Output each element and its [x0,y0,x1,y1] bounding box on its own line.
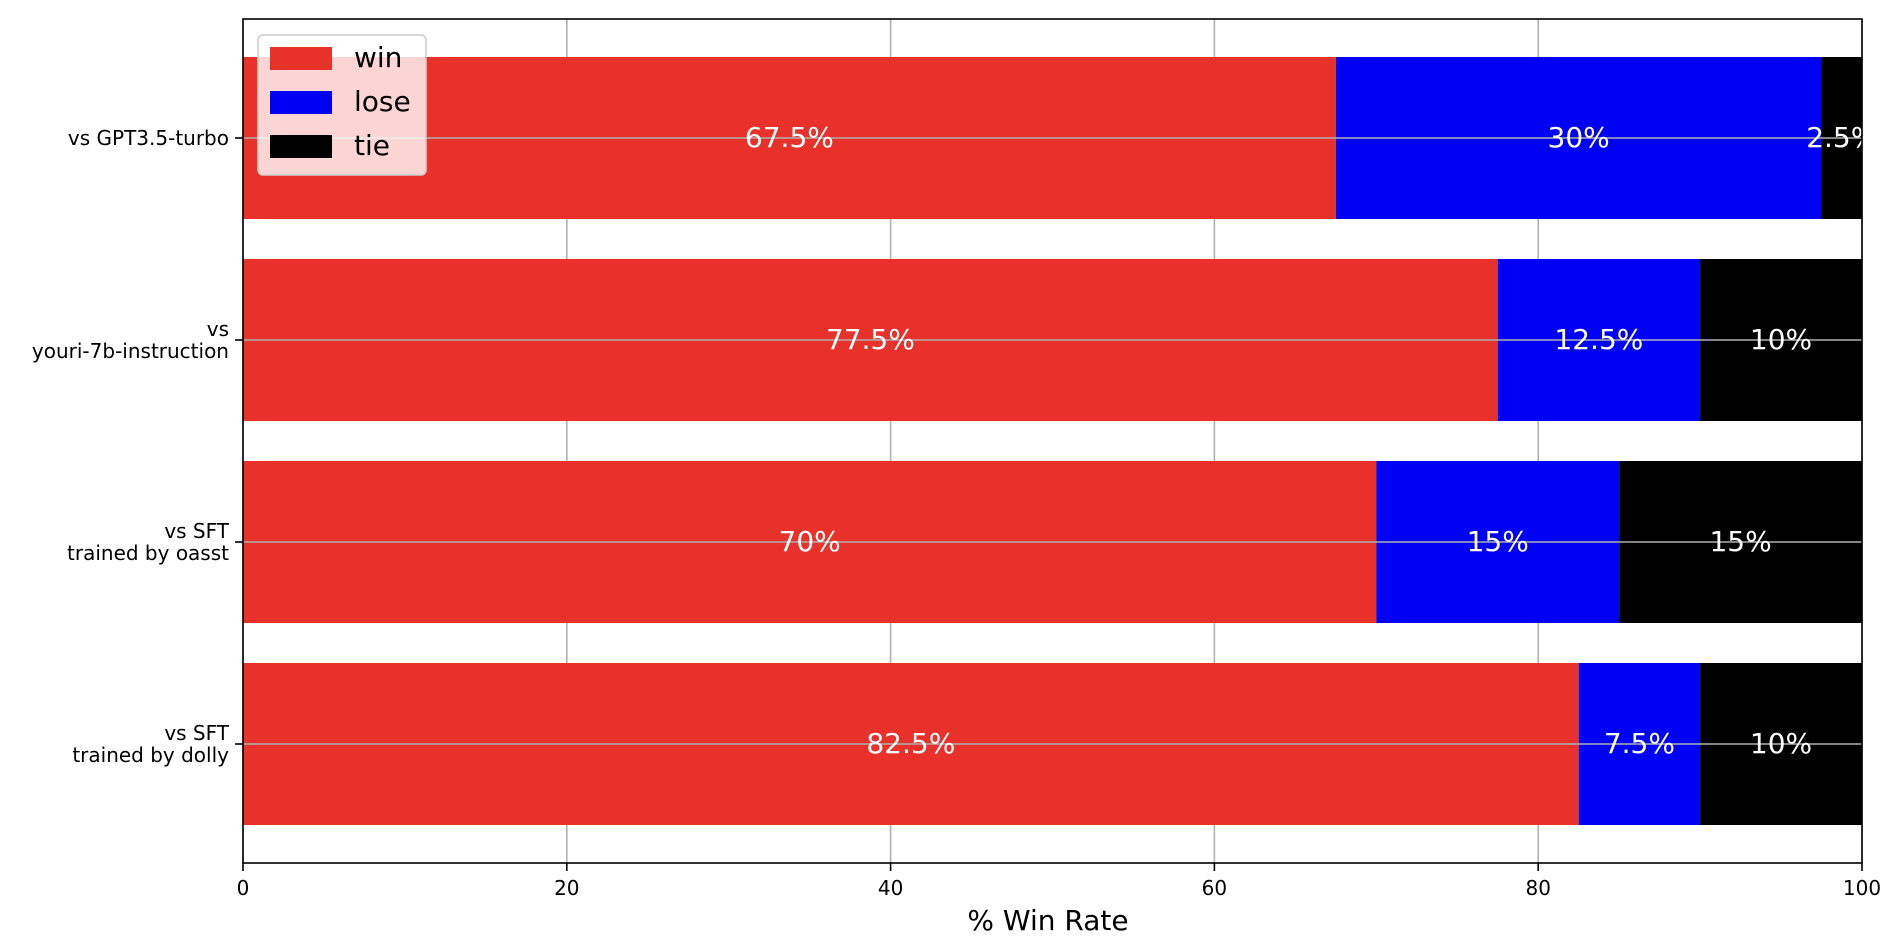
hgrid-layer [243,137,1862,745]
y-tick-label: vs GPT3.5-turbo [68,126,229,150]
data-label-lose: 7.5% [1604,727,1675,760]
legend-label-tie: tie [354,129,390,162]
x-tick-label: 20 [554,876,579,900]
data-label-win: 82.5% [866,727,955,760]
data-label-win: 77.5% [826,323,915,356]
plot-frame [242,18,1863,864]
legend-swatch-lose [270,91,332,114]
axis-layer: 0 20 40 60 80 100 vs GPT3.5-turbo vsyouri-7b-in… [32,126,1881,900]
data-label-lose: 30% [1548,121,1610,154]
data-label-tie: 2.5% [1806,121,1877,154]
x-axis-label: % Win Rate [967,904,1128,937]
data-labels-layer: 67.5% 30% 2.5% 77.5% 12.5% 10% 70% 15% 15% 82.5% 7… [745,121,1877,760]
x-tick-label: 100 [1843,876,1881,900]
data-label-win: 70% [779,525,841,558]
x-tick-label: 40 [878,876,903,900]
y-tick-label: trained by oasst [67,541,229,565]
x-tick-label: 80 [1525,876,1550,900]
x-tick-label: 60 [1202,876,1227,900]
y-tick-label: vs [207,317,229,341]
data-label-tie: 10% [1750,727,1812,760]
data-label-lose: 12.5% [1554,323,1643,356]
y-tick-label: trained by dolly [72,743,229,767]
bars-layer [243,57,1862,825]
data-label-tie: 10% [1750,323,1812,356]
data-label-win: 67.5% [745,121,834,154]
y-tick-label: youri-7b-instruction [32,339,229,363]
data-label-lose: 15% [1467,525,1529,558]
legend-swatch-win [270,47,332,70]
y-tick-label: vs SFT [164,519,229,543]
legend-label-lose: lose [354,85,411,118]
legend: win lose tie [257,34,427,176]
y-tick-label: vs SFT [164,721,229,745]
legend-swatch-tie [270,135,332,158]
x-tick-label: 0 [237,876,250,900]
data-label-tie: 15% [1709,525,1771,558]
legend-label-win: win [354,41,402,74]
